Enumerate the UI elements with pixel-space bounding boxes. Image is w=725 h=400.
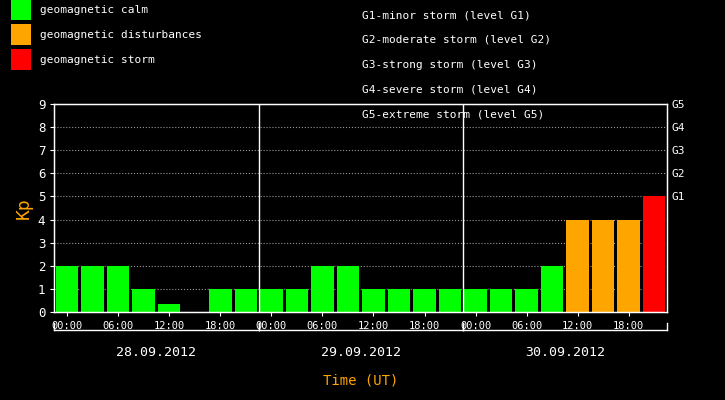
Text: G5-extreme storm (level G5): G5-extreme storm (level G5) bbox=[362, 109, 544, 119]
Y-axis label: Kp: Kp bbox=[14, 197, 33, 219]
Bar bbox=[388, 289, 410, 312]
Bar bbox=[566, 220, 589, 312]
Bar bbox=[541, 266, 563, 312]
Text: 30.09.2012: 30.09.2012 bbox=[525, 346, 605, 359]
Text: G4-severe storm (level G4): G4-severe storm (level G4) bbox=[362, 84, 538, 94]
Bar bbox=[158, 304, 181, 312]
Bar bbox=[81, 266, 104, 312]
Bar bbox=[439, 289, 461, 312]
Bar bbox=[311, 266, 334, 312]
Bar bbox=[464, 289, 486, 312]
Bar bbox=[362, 289, 385, 312]
Text: geomagnetic storm: geomagnetic storm bbox=[40, 55, 154, 65]
Bar bbox=[515, 289, 538, 312]
Text: Time (UT): Time (UT) bbox=[323, 374, 398, 388]
Bar bbox=[235, 289, 257, 312]
Bar bbox=[336, 266, 359, 312]
Text: 29.09.2012: 29.09.2012 bbox=[320, 346, 401, 359]
Bar bbox=[209, 289, 231, 312]
Bar bbox=[490, 289, 513, 312]
Bar bbox=[413, 289, 436, 312]
Bar bbox=[286, 289, 308, 312]
Bar bbox=[107, 266, 130, 312]
Text: G3-strong storm (level G3): G3-strong storm (level G3) bbox=[362, 60, 538, 70]
Text: G2-moderate storm (level G2): G2-moderate storm (level G2) bbox=[362, 35, 552, 45]
Bar bbox=[56, 266, 78, 312]
Bar bbox=[260, 289, 283, 312]
Bar bbox=[133, 289, 155, 312]
Text: geomagnetic calm: geomagnetic calm bbox=[40, 5, 148, 15]
Text: G1-minor storm (level G1): G1-minor storm (level G1) bbox=[362, 10, 531, 20]
Bar bbox=[618, 220, 640, 312]
Bar bbox=[643, 196, 666, 312]
Text: 28.09.2012: 28.09.2012 bbox=[117, 346, 196, 359]
Bar bbox=[592, 220, 614, 312]
Text: geomagnetic disturbances: geomagnetic disturbances bbox=[40, 30, 202, 40]
